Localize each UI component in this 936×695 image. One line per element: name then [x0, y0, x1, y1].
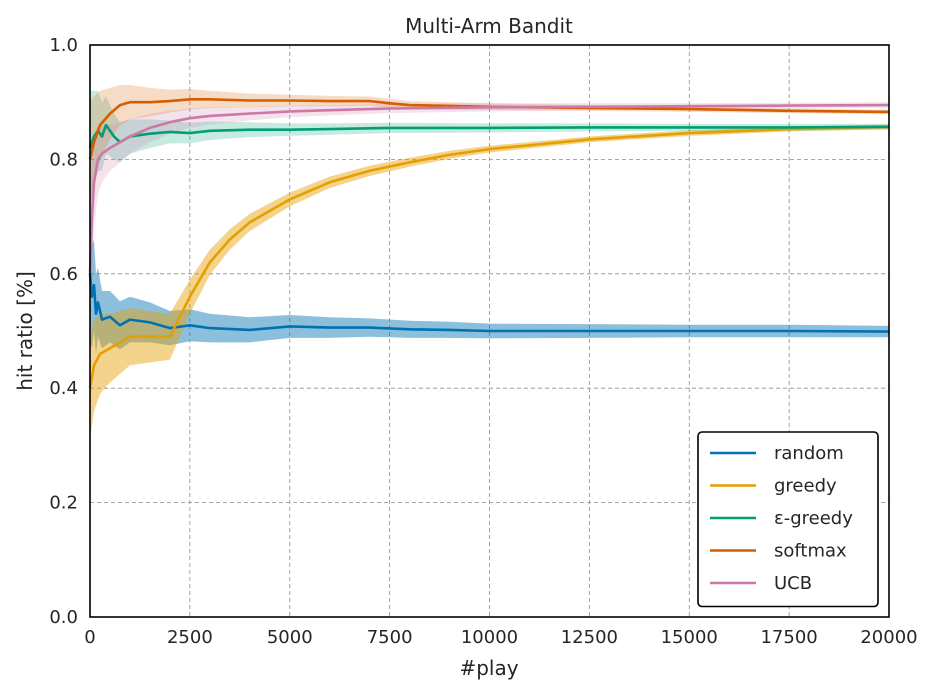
x-tick-label: 12500: [561, 627, 618, 648]
legend-label: softmax: [774, 541, 847, 562]
x-tick-label: 2500: [167, 627, 213, 648]
confidence-bands: [90, 85, 889, 440]
x-tick-label: 20000: [860, 627, 917, 648]
y-tick-label: 0.6: [49, 264, 78, 285]
x-tick-label: 5000: [267, 627, 313, 648]
y-tick-label: 0.4: [49, 378, 78, 399]
y-axis-label: hit ratio [%]: [13, 271, 37, 391]
series-line-ucb: [88, 103, 890, 274]
legend-label: greedy: [774, 476, 837, 497]
series-lines: [88, 98, 890, 389]
legend: random greedy ε-greedy softmax UCB: [697, 431, 879, 608]
axis-ticks: 0 2500 5000 7500 10000 12500 15000 17500 20000 0.…: [49, 35, 917, 648]
series-line-greedy: [88, 125, 890, 389]
legend-label: UCB: [774, 573, 812, 594]
band-greedy: [90, 124, 889, 440]
chart-title: Multi-Arm Bandit: [405, 14, 573, 38]
y-tick-label: 0.2: [49, 493, 78, 514]
plot-frame: [89, 44, 890, 618]
legend-label: ε-greedy: [774, 508, 853, 529]
legend-label: random: [774, 443, 844, 464]
y-tick-label: 0.8: [49, 149, 78, 170]
x-tick-label: 0: [84, 627, 95, 648]
x-tick-label: 17500: [760, 627, 817, 648]
series-line-random: [88, 273, 890, 333]
legend-box: [697, 431, 879, 608]
x-tick-label: 15000: [661, 627, 718, 648]
band-ucb: [90, 102, 889, 360]
series-line-greedy: [88, 123, 890, 149]
y-tick-label: 0.0: [49, 607, 78, 628]
band-random: [90, 205, 889, 354]
x-tick-label: 10000: [461, 627, 518, 648]
y-tick-label: 1.0: [49, 35, 78, 56]
band-softmax: [90, 85, 889, 217]
x-axis-label: #play: [459, 656, 518, 680]
x-tick-label: 7500: [367, 627, 413, 648]
